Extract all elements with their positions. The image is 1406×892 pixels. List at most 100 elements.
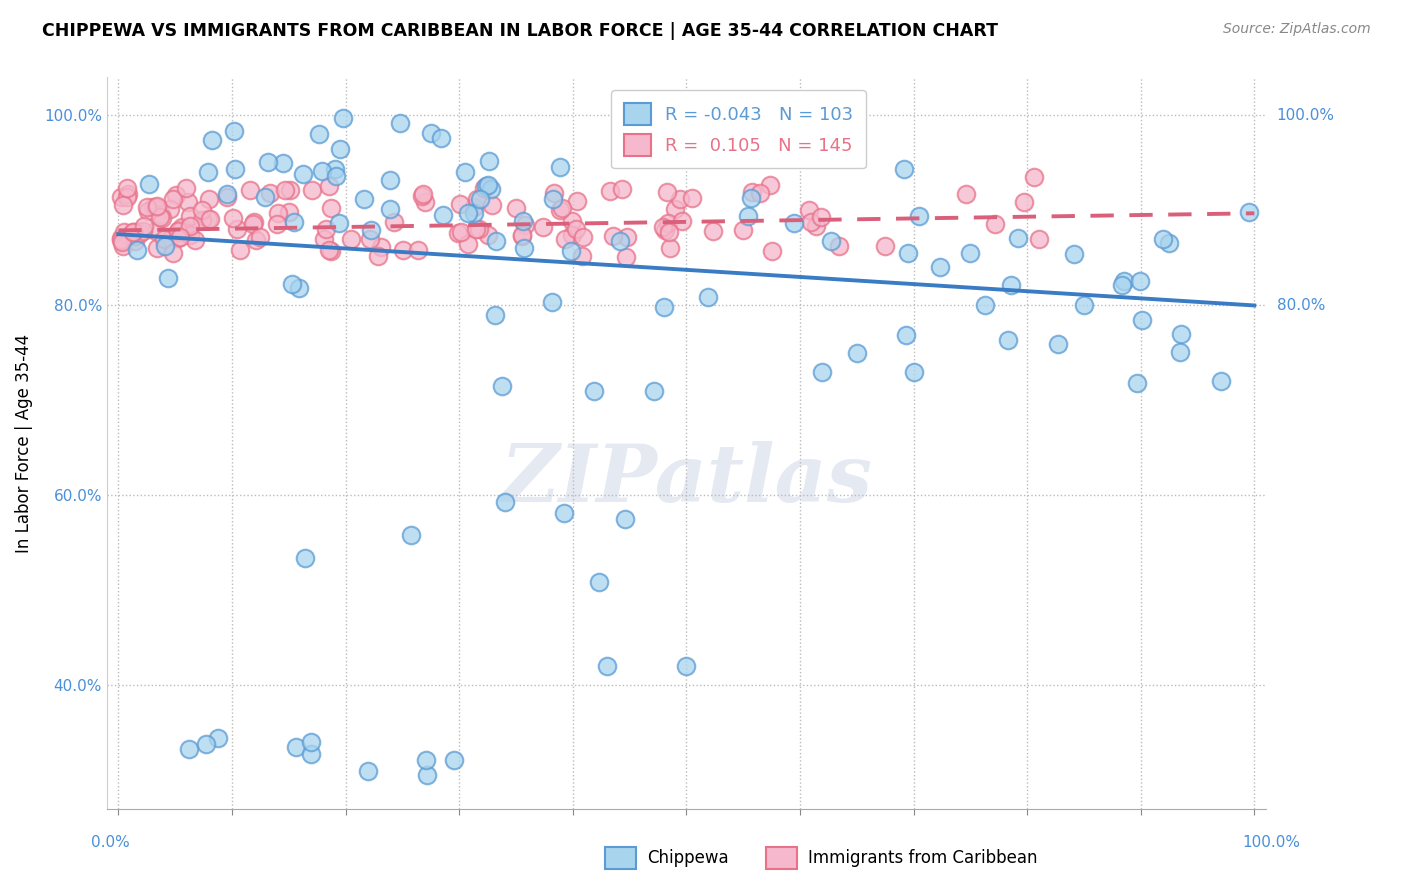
Point [146, 240, 169, 254]
Point [612, 181, 634, 195]
Point [463, 201, 485, 215]
Point [124, 229, 146, 244]
Point [560, 244, 582, 258]
Point [470, 192, 492, 206]
Point [166, 226, 188, 240]
Point [804, 219, 827, 233]
Point [464, 221, 486, 235]
Point [845, 346, 868, 360]
Point [128, 226, 150, 240]
Point [311, 163, 333, 178]
Point [155, 239, 177, 253]
Point [174, 225, 197, 239]
Point [453, 164, 475, 178]
Point [162, 245, 184, 260]
Point [1022, 170, 1045, 185]
Point [658, 225, 681, 239]
Point [513, 218, 536, 232]
Point [973, 298, 995, 312]
Text: 80.0%: 80.0% [1277, 298, 1324, 313]
Y-axis label: In Labor Force | Age 35-44: In Labor Force | Age 35-44 [15, 334, 32, 553]
Text: CHIPPEWA VS IMMIGRANTS FROM CARIBBEAN IN LABOR FORCE | AGE 35-44 CORRELATION CHA: CHIPPEWA VS IMMIGRANTS FROM CARIBBEAN IN… [42, 22, 998, 40]
Point [207, 731, 229, 746]
Point [195, 737, 218, 751]
Point [224, 123, 246, 137]
Point [191, 203, 214, 218]
Point [169, 230, 191, 244]
Point [177, 195, 200, 210]
Point [412, 187, 434, 202]
Point [190, 212, 212, 227]
Point [697, 290, 720, 304]
Point [893, 161, 915, 176]
Point [222, 211, 245, 226]
Point [121, 225, 143, 239]
Point [378, 173, 401, 187]
Point [197, 165, 219, 179]
Point [328, 216, 350, 230]
Point [155, 237, 177, 252]
Point [283, 215, 305, 229]
Point [340, 232, 363, 246]
Point [467, 221, 489, 235]
Point [1111, 277, 1133, 292]
Text: 100.0%: 100.0% [1243, 836, 1301, 850]
Point [242, 217, 264, 231]
Point [125, 243, 148, 257]
Point [565, 194, 588, 209]
Point [510, 229, 533, 244]
Point [197, 211, 219, 226]
Point [201, 133, 224, 147]
Point [150, 207, 173, 221]
Point [380, 202, 402, 216]
Point [657, 216, 679, 230]
Point [478, 153, 501, 168]
Point [167, 231, 190, 245]
Point [513, 241, 536, 255]
Point [288, 281, 311, 295]
Point [484, 234, 506, 248]
Point [541, 295, 564, 310]
Point [475, 179, 498, 194]
Point [505, 202, 527, 216]
Point [266, 218, 288, 232]
Point [173, 222, 195, 236]
Point [564, 222, 586, 236]
Point [780, 138, 803, 153]
Point [115, 190, 138, 204]
Point [145, 224, 167, 238]
Point [430, 131, 453, 145]
Point [465, 192, 488, 206]
Point [531, 219, 554, 234]
Point [257, 154, 280, 169]
Point [179, 227, 201, 242]
Point [215, 190, 238, 204]
Point [741, 185, 763, 199]
Point [419, 126, 441, 140]
Point [198, 192, 221, 206]
Point [124, 235, 146, 249]
Point [997, 333, 1019, 347]
Point [273, 155, 295, 169]
Point [443, 753, 465, 767]
Point [281, 277, 304, 292]
Point [156, 234, 179, 248]
Point [301, 735, 323, 749]
Point [360, 223, 382, 237]
Point [828, 238, 851, 252]
Point [1168, 345, 1191, 359]
Point [142, 200, 165, 214]
Point [145, 199, 167, 213]
Point [761, 244, 783, 258]
Point [1126, 376, 1149, 390]
Point [294, 551, 316, 566]
Point [314, 232, 336, 246]
Point [319, 244, 342, 258]
Point [658, 241, 681, 255]
Text: Immigrants from Caribbean: Immigrants from Caribbean [808, 849, 1038, 867]
Point [1007, 231, 1029, 245]
Point [325, 169, 347, 184]
Point [136, 204, 159, 219]
Point [176, 181, 198, 195]
Point [477, 227, 499, 242]
